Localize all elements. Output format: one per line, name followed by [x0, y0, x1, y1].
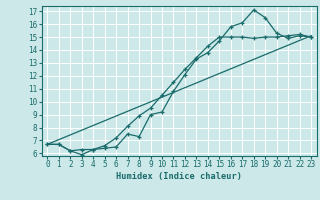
X-axis label: Humidex (Indice chaleur): Humidex (Indice chaleur) [116, 172, 242, 181]
